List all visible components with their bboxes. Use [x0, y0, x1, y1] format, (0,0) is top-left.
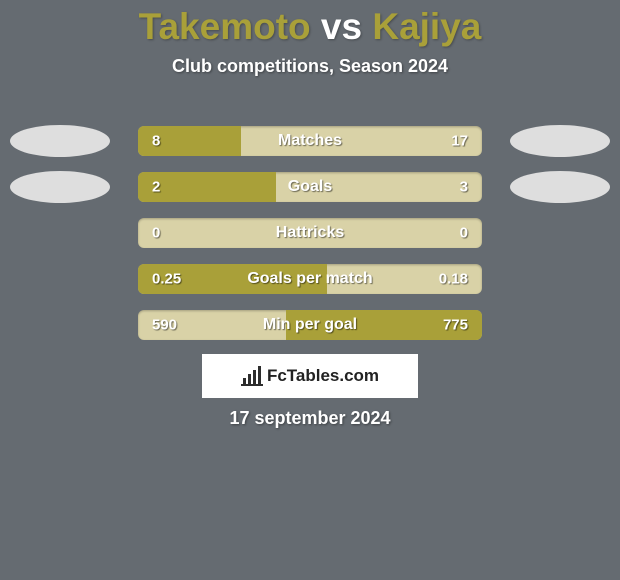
title-player-right: Kajiya — [372, 6, 481, 47]
avatar-left — [10, 171, 110, 203]
stat-bar: 8 17 Matches — [138, 126, 482, 156]
stat-row: 590 775 Min per goal — [0, 302, 620, 348]
stat-value-right: 17 — [451, 133, 468, 150]
avatar-right — [510, 171, 610, 203]
stat-bar: 0.25 0.18 Goals per match — [138, 264, 482, 294]
brand-text: FcTables.com — [267, 366, 379, 386]
stat-value-right: 775 — [443, 317, 468, 334]
comparison-infographic: Takemoto vs Kajiya Club competitions, Se… — [0, 0, 620, 580]
stat-label: Goals per match — [247, 270, 372, 288]
title-vs: vs — [321, 6, 362, 47]
stat-label: Matches — [278, 132, 342, 150]
stat-value-right: 0.18 — [439, 271, 468, 288]
subtitle: Club competitions, Season 2024 — [0, 56, 620, 77]
stat-value-left: 2 — [152, 179, 160, 196]
stat-value-left: 8 — [152, 133, 160, 150]
avatar-left — [10, 125, 110, 157]
stat-label: Min per goal — [263, 316, 357, 334]
stat-row: 2 3 Goals — [0, 164, 620, 210]
stat-bar: 590 775 Min per goal — [138, 310, 482, 340]
generation-date: 17 september 2024 — [0, 408, 620, 429]
stat-value-left: 590 — [152, 317, 177, 334]
stat-label: Hattricks — [276, 224, 344, 242]
bar-chart-icon — [241, 366, 263, 386]
page-title: Takemoto vs Kajiya — [0, 0, 620, 48]
stat-bar: 0 0 Hattricks — [138, 218, 482, 248]
stat-row: 0 0 Hattricks — [0, 210, 620, 256]
stat-value-left: 0.25 — [152, 271, 181, 288]
stat-row: 8 17 Matches — [0, 118, 620, 164]
avatar-right — [510, 125, 610, 157]
stat-bar: 2 3 Goals — [138, 172, 482, 202]
title-player-left: Takemoto — [139, 6, 311, 47]
stat-value-right: 0 — [460, 225, 468, 242]
stat-value-left: 0 — [152, 225, 160, 242]
stat-row: 0.25 0.18 Goals per match — [0, 256, 620, 302]
stat-value-right: 3 — [460, 179, 468, 196]
stats-chart: 8 17 Matches 2 3 Goals 0 0 Hattricks 0.25 0.18 Goal… — [0, 118, 620, 348]
brand-box: FcTables.com — [202, 354, 418, 398]
stat-label: Goals — [288, 178, 332, 196]
